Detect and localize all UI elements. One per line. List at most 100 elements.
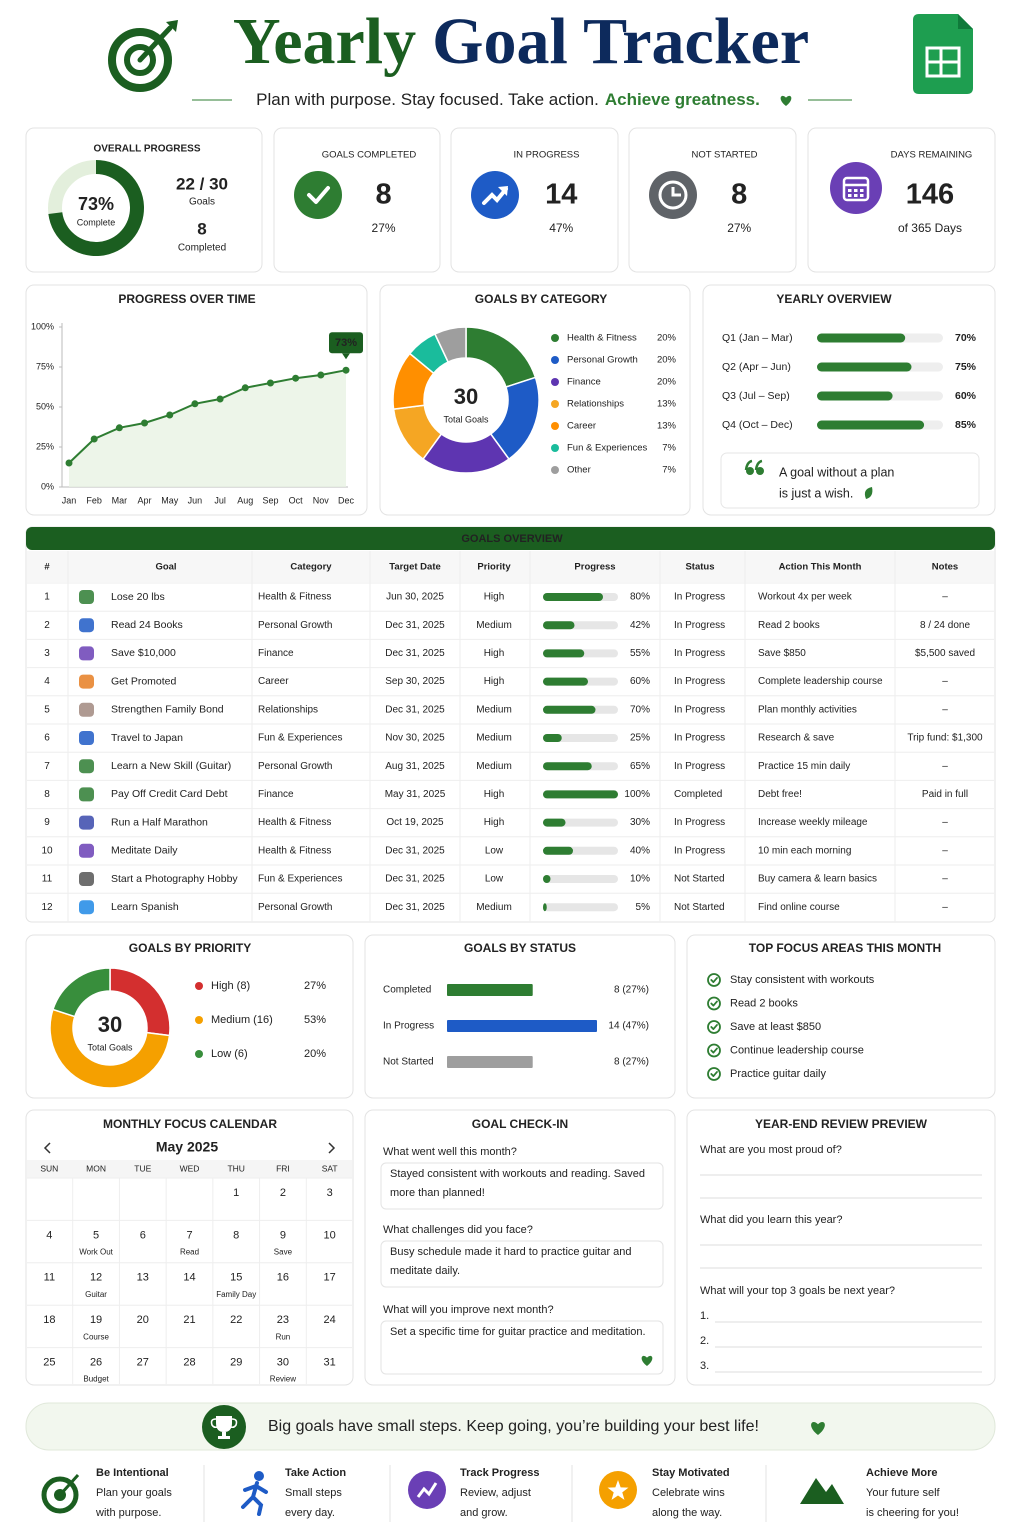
progress-bar bbox=[543, 705, 596, 714]
x-tick-label: Sep bbox=[262, 495, 278, 505]
column-header: Priority bbox=[477, 562, 511, 573]
stat-value: 14 bbox=[545, 179, 577, 211]
point bbox=[266, 379, 274, 387]
weekday: SAT bbox=[322, 1163, 338, 1173]
calendar-day: 29 bbox=[230, 1357, 242, 1369]
progress-value: 73% bbox=[78, 194, 114, 214]
bar-label: In Progress bbox=[383, 1021, 434, 1032]
cell-progress: 60% bbox=[630, 676, 650, 687]
cell-notes: Paid in full bbox=[922, 789, 968, 800]
cell-date: Dec 31, 2025 bbox=[385, 845, 445, 856]
stat-value: 146 bbox=[906, 179, 954, 211]
column-header: Target Date bbox=[389, 562, 441, 573]
cell-notes: – bbox=[942, 676, 948, 687]
legend-label: Relationships bbox=[567, 399, 624, 410]
checkin-question: What went well this month? bbox=[383, 1146, 517, 1158]
check-icon bbox=[710, 1024, 718, 1030]
check-icon bbox=[307, 186, 330, 204]
cell-id: 9 bbox=[44, 817, 50, 828]
check-circle bbox=[707, 973, 721, 987]
chart-title: GOALS BY STATUS bbox=[464, 941, 576, 955]
column-header: Status bbox=[685, 562, 714, 573]
progress-bar bbox=[543, 621, 575, 630]
value-label: 13% bbox=[657, 399, 677, 410]
legend-dot bbox=[551, 444, 559, 452]
footer-line: is cheering for you! bbox=[866, 1507, 959, 1519]
stat-value: 8 bbox=[375, 179, 391, 211]
bar-label: Not Started bbox=[383, 1057, 434, 1068]
cell-category: Personal Growth bbox=[258, 761, 332, 772]
card bbox=[686, 934, 996, 1099]
progress-track bbox=[543, 903, 618, 912]
center-value: 30 bbox=[454, 384, 478, 409]
goals-count: 22 / 30 bbox=[176, 174, 228, 193]
title: Yearly Goal Tracker bbox=[233, 5, 809, 78]
calendar-note: Review bbox=[270, 1375, 296, 1384]
cell-progress: 42% bbox=[630, 620, 650, 631]
legend-label: Finance bbox=[567, 377, 601, 388]
checkin-question: What will you improve next month? bbox=[383, 1304, 554, 1316]
cell-progress: 100% bbox=[624, 789, 650, 800]
quote-mark bbox=[744, 459, 753, 471]
legend-dot bbox=[551, 356, 559, 364]
cell-status: Not Started bbox=[674, 874, 725, 885]
cell-priority: High bbox=[484, 789, 505, 800]
cell-date: Dec 31, 2025 bbox=[385, 902, 445, 913]
cell-status: Not Started bbox=[674, 902, 725, 913]
leaf-icon bbox=[864, 487, 873, 499]
calendar-day: 31 bbox=[324, 1357, 336, 1369]
goal-icon bbox=[79, 787, 94, 802]
clock-hand bbox=[671, 187, 681, 197]
cell-status: In Progress bbox=[674, 761, 725, 772]
column-header: Goal bbox=[155, 562, 176, 573]
calendar-day: 21 bbox=[183, 1314, 195, 1326]
cell-id: 2 bbox=[44, 620, 50, 631]
title-part: Goal Tracker bbox=[432, 5, 809, 78]
review-question: What are you most proud of? bbox=[700, 1144, 842, 1156]
cell-progress: 10% bbox=[630, 874, 650, 885]
trend-arrow bbox=[498, 186, 508, 196]
card-label: OVERALL PROGRESS bbox=[93, 144, 200, 155]
point bbox=[292, 374, 300, 382]
x-tick-label: Jun bbox=[188, 495, 203, 505]
cell-date: May 31, 2025 bbox=[385, 789, 446, 800]
value-label: 8 (27%) bbox=[614, 985, 649, 996]
cell-goal: Learn a New Skill (Guitar) bbox=[111, 760, 231, 772]
slice bbox=[433, 326, 467, 363]
calendar-dot bbox=[848, 189, 852, 192]
bar-label: Q2 (Apr – Jun) bbox=[722, 361, 791, 373]
goal-icon bbox=[79, 815, 94, 830]
progress-bar bbox=[543, 846, 573, 855]
calendar-day: 3 bbox=[327, 1187, 333, 1199]
cell-id: 10 bbox=[41, 845, 53, 856]
progress-caption: Complete bbox=[77, 217, 116, 227]
bar bbox=[447, 984, 533, 996]
cell-status: In Progress bbox=[674, 620, 725, 631]
cell-progress: 65% bbox=[630, 761, 650, 772]
heart-icon bbox=[780, 95, 792, 106]
prev-arrow bbox=[43, 1142, 51, 1154]
calendar-day: 27 bbox=[137, 1357, 149, 1369]
calendar-day: 6 bbox=[140, 1229, 146, 1241]
legend-dot bbox=[195, 1016, 203, 1024]
cell-goal: Meditate Daily bbox=[111, 845, 178, 857]
cell-priority: Medium bbox=[476, 902, 512, 913]
cell-priority: Low bbox=[485, 845, 504, 856]
card-label: DAYS REMAINING bbox=[891, 150, 973, 161]
cell-action: Plan monthly activities bbox=[758, 704, 857, 715]
goal-icon bbox=[79, 759, 94, 774]
value-label: 20% bbox=[304, 1048, 326, 1060]
cell-action: Buy camera & learn basics bbox=[758, 874, 877, 885]
value-label: 75% bbox=[955, 361, 977, 373]
cell-id: 8 bbox=[44, 789, 50, 800]
weekday-row bbox=[27, 1160, 352, 1178]
calendar-day: 12 bbox=[90, 1272, 102, 1284]
stat-icon bbox=[830, 162, 882, 214]
cell-date: Dec 31, 2025 bbox=[385, 874, 445, 885]
annotation-box bbox=[329, 332, 363, 354]
y-tick-label: 25% bbox=[36, 441, 54, 451]
goal-icon bbox=[79, 900, 94, 915]
cell-status: In Progress bbox=[674, 676, 725, 687]
focus-item: Save at least $850 bbox=[730, 1021, 821, 1033]
legend-dot bbox=[195, 1050, 203, 1058]
